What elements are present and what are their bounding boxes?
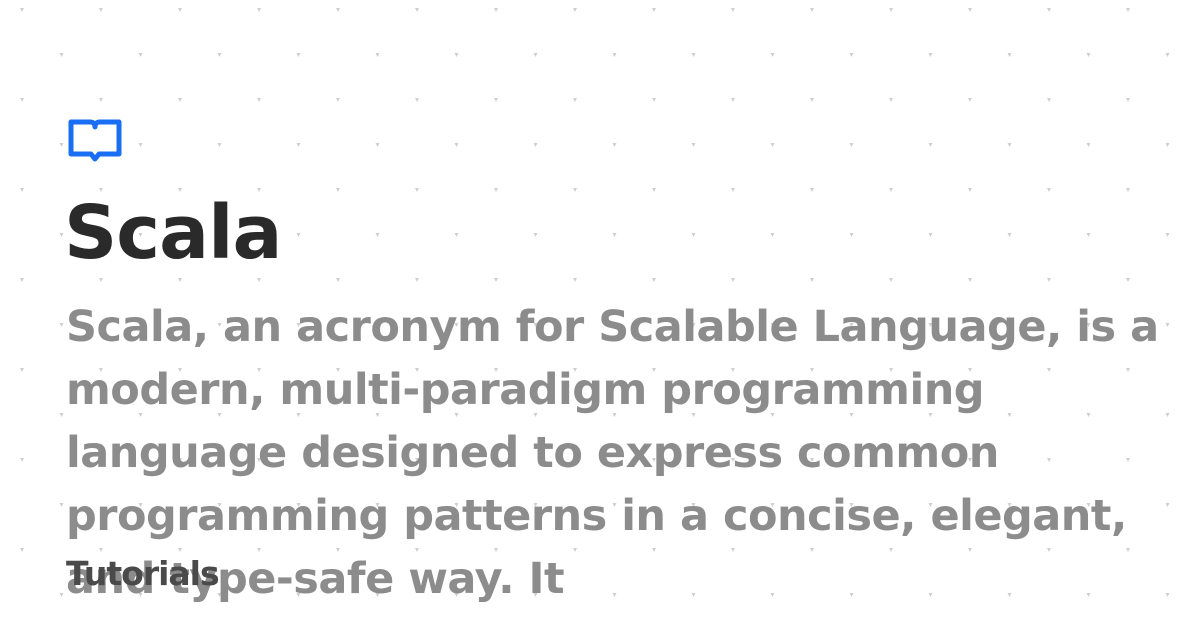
description: Scala, an acronym for Scalable Language,… [66,302,1159,604]
title: Scala [64,190,282,276]
category-label: Tutorials [66,554,220,593]
book-icon [68,119,122,162]
